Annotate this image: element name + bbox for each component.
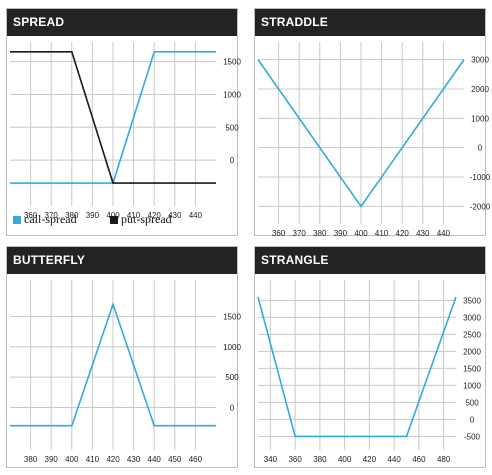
x-tick-label: 440 [189,211,203,220]
legend-call-spread: call-spread [13,212,77,227]
butterfly-chart: 380 390 400 410 420 430 440 450 460 0 500 1000 1500 [10,280,241,464]
x-tick-label: 380 [24,455,38,464]
x-tick-label: 390 [334,229,348,238]
butterfly-line [10,301,216,427]
y-tick-label: -2000 [470,202,491,211]
x-tick-label: 420 [148,211,162,220]
spread-panel: SPREAD 360370380390400410420430440050010… [6,8,241,236]
x-tick-label: 380 [313,455,327,464]
x-tick-label: 430 [127,455,141,464]
x-tick-label: 340 [264,455,278,464]
y-tick-label: 500 [225,123,239,132]
y-tick-label: 2500 [463,330,481,339]
x-tick-label: 400 [338,455,352,464]
x-tick-label: 410 [86,455,100,464]
x-tick-label: 430 [168,211,182,220]
x-tick-label: 450 [168,455,182,464]
x-tick-label: 360 [24,211,38,220]
spread-title: SPREAD [7,9,237,36]
y-tick-label: 0 [478,144,483,153]
y-tick-label: 0 [230,156,235,165]
spread-chart: 360370380390400410420430440050010001500 [10,42,241,220]
y-tick-label: 1500 [223,58,241,67]
x-tick-label: 390 [45,455,59,464]
x-tick-label: 370 [45,211,59,220]
y-tick-label: 1500 [223,312,241,321]
call-spread-swatch [13,215,21,224]
x-tick-label: 380 [313,229,327,238]
straddle-line [257,59,465,208]
straddle-panel: STRADDLE 360 370 380 390 400 410 420 430 440 -200… [254,8,491,238]
y-tick-label: 0 [470,415,475,424]
y-tick-label: 500 [225,373,239,382]
x-tick-label: 480 [437,455,451,464]
x-tick-label: 420 [363,455,377,464]
x-tick-label: 380 [65,211,79,220]
strangle-chart: 340 360 380 400 420 440 460 480 -500 0 500 1000 1500… [257,280,481,464]
x-tick-label: 370 [293,229,307,238]
straddle-chart: 360 370 380 390 400 410 420 430 440 -2000 -1000 0 10… [257,42,491,238]
x-tick-label: 440 [437,229,451,238]
y-tick-label: 1000 [223,90,241,99]
x-tick-label: 420 [396,229,410,238]
legend-call-label: call-spread [24,212,77,226]
call-spread-line [10,51,216,184]
butterfly-title: BUTTERFLY [7,247,237,274]
y-tick-label: 1000 [223,343,241,352]
legend-put-label: put-spread [121,212,172,226]
y-tick-label: 500 [465,398,479,407]
butterfly-panel: BUTTERFLY 380 390 400 410 420 430 440 450 460 0 50… [6,246,241,468]
y-tick-label: 1000 [471,114,489,123]
x-tick-label: 390 [86,211,100,220]
x-tick-label: 420 [106,455,120,464]
y-tick-label: 1500 [463,364,481,373]
y-tick-label: 2000 [463,347,481,356]
y-tick-label: 1000 [463,381,481,390]
x-tick-label: 460 [412,455,426,464]
x-tick-label: 440 [387,455,401,464]
x-tick-label: 410 [375,229,389,238]
x-tick-label: 400 [354,229,368,238]
y-tick-label: -500 [464,432,481,441]
y-tick-label: 3000 [463,313,481,322]
x-tick-label: 400 [65,455,79,464]
x-tick-label: 460 [189,455,203,464]
y-tick-label: 3500 [463,296,481,305]
x-tick-label: 440 [148,455,162,464]
x-tick-label: 430 [416,229,430,238]
strangle-panel: STRANGLE 340 360 380 400 420 440 460 480 -500 0 50… [254,246,486,468]
y-tick-label: 2000 [471,85,489,94]
y-tick-label: 0 [230,404,235,413]
x-tick-label: 360 [272,229,286,238]
strangle-title: STRANGLE [255,247,485,274]
put-spread-line [10,51,216,184]
y-tick-label: -1000 [470,173,491,182]
straddle-title: STRADDLE [255,9,485,36]
y-tick-label: 3000 [471,56,489,65]
x-tick-label: 410 [127,211,141,220]
x-tick-label: 360 [288,455,302,464]
strangle-line [257,296,457,438]
legend-put-spread: put-spread [110,212,172,227]
put-spread-swatch [110,215,118,224]
